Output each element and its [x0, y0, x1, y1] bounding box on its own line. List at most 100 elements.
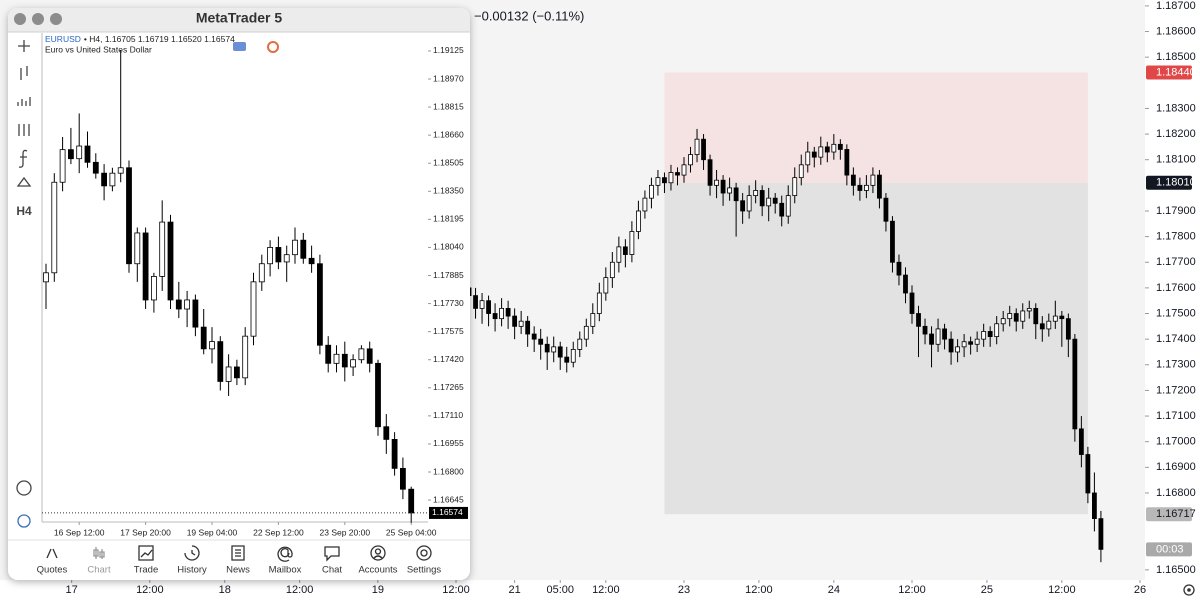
price-axis — [1145, 0, 1200, 600]
y-tick-label: 1.17400 — [1156, 333, 1196, 345]
candle-body — [942, 328, 947, 340]
y-tick-label: 1.17885 — [433, 270, 464, 280]
trading-icon[interactable] — [17, 514, 31, 528]
candle-body — [126, 167, 132, 265]
candle-body — [948, 338, 954, 353]
symbol-description: Euro vs United States Dollar — [45, 44, 152, 54]
candle-body — [76, 145, 83, 160]
settings-icon[interactable] — [1183, 584, 1195, 596]
tab[interactable]: Settings — [407, 545, 442, 576]
target-label: 1.16717 — [1156, 508, 1196, 520]
tab[interactable]: History — [177, 545, 207, 576]
indicators-icon[interactable] — [18, 124, 30, 136]
candle-body — [909, 292, 915, 314]
candle-body — [955, 346, 960, 353]
candle-body — [68, 149, 74, 160]
candle-body — [837, 143, 843, 150]
bars-icon[interactable] — [17, 97, 31, 106]
candle-body — [681, 164, 687, 176]
minimize-button[interactable] — [32, 13, 44, 25]
candle-body — [877, 174, 882, 199]
x-tick-label: 24 — [828, 584, 840, 596]
candle-body — [134, 232, 141, 265]
tab[interactable]: Accounts — [358, 545, 398, 576]
candle-body — [292, 239, 298, 256]
tab[interactable]: Mailbox — [269, 546, 302, 576]
stop-box — [1146, 65, 1192, 80]
candle-body — [707, 159, 713, 186]
candle-body — [870, 174, 876, 186]
title-bar — [8, 8, 470, 32]
x-tick-label: 25 Sep 04:00 — [386, 527, 437, 537]
close-button[interactable] — [14, 13, 26, 25]
candle-body — [1072, 338, 1078, 430]
candle-body — [675, 172, 680, 176]
candle-body — [1033, 307, 1039, 325]
candle-body — [753, 190, 759, 196]
tab-label: Quotes — [37, 565, 68, 576]
market-icon[interactable] — [267, 41, 279, 53]
candle-body — [733, 187, 739, 202]
candle-body — [84, 145, 91, 163]
y-tick-label: 1.18970 — [433, 73, 464, 83]
tab[interactable]: Chart — [87, 547, 111, 576]
function-icon[interactable] — [18, 149, 28, 168]
candle-body — [1013, 313, 1019, 322]
timeframe-button[interactable]: H4 — [16, 204, 32, 218]
candle-body — [883, 197, 889, 222]
target-box — [1146, 507, 1192, 522]
candle-body — [935, 328, 941, 345]
candle-body — [358, 348, 365, 361]
candle-body — [209, 341, 215, 350]
candle-body — [150, 276, 157, 301]
candle-body — [538, 338, 544, 345]
tab-icon — [416, 545, 432, 561]
one-click-icon[interactable] — [233, 42, 246, 51]
candle-body — [1098, 518, 1104, 550]
x-tick-label: 12:00 — [745, 584, 773, 596]
candle-body — [258, 263, 265, 283]
candle-body — [694, 138, 700, 155]
candle-body — [233, 366, 240, 379]
tab-label: History — [177, 565, 207, 576]
candle-body — [512, 315, 518, 327]
signals-icon[interactable] — [16, 480, 32, 496]
tab-label: Mailbox — [269, 565, 302, 576]
tab-icon — [93, 547, 105, 559]
tab[interactable]: News — [226, 545, 250, 576]
candle-body — [544, 343, 550, 353]
objects-icon[interactable] — [16, 176, 32, 187]
tab[interactable]: Trade — [134, 545, 158, 576]
candle-body — [766, 197, 772, 207]
candle-body — [341, 353, 348, 368]
y-tick-label: 1.17000 — [1156, 436, 1196, 448]
candle-body — [200, 326, 207, 350]
tab[interactable]: Quotes — [37, 548, 68, 576]
candle-body — [473, 295, 478, 309]
tab-icon — [184, 545, 200, 561]
target-zone — [664, 182, 1088, 515]
candle-body — [167, 221, 174, 301]
candle-body — [518, 320, 524, 327]
candle-body — [375, 362, 381, 428]
tab[interactable]: Chat — [322, 546, 342, 576]
candle-body — [350, 359, 357, 368]
candle-body — [616, 246, 622, 263]
left-toolbar — [16, 40, 32, 528]
candles-icon[interactable] — [20, 66, 28, 80]
candle-body — [557, 346, 563, 358]
countdown-box — [1146, 542, 1192, 557]
settings-icon-center — [1187, 588, 1191, 592]
candle-body — [492, 313, 498, 320]
zoom-button[interactable] — [50, 13, 62, 25]
y-tick-label: 1.18100 — [1156, 154, 1196, 166]
candle-body — [142, 232, 149, 301]
candle-body — [1020, 310, 1026, 322]
tab-label: Chat — [322, 565, 342, 576]
candle-body — [792, 177, 798, 196]
x-tick-label: 12:00 — [898, 584, 926, 596]
candle-body — [1092, 492, 1097, 520]
candle-body — [570, 349, 576, 363]
candle-body — [59, 149, 66, 183]
crosshair-icon[interactable] — [18, 40, 30, 52]
